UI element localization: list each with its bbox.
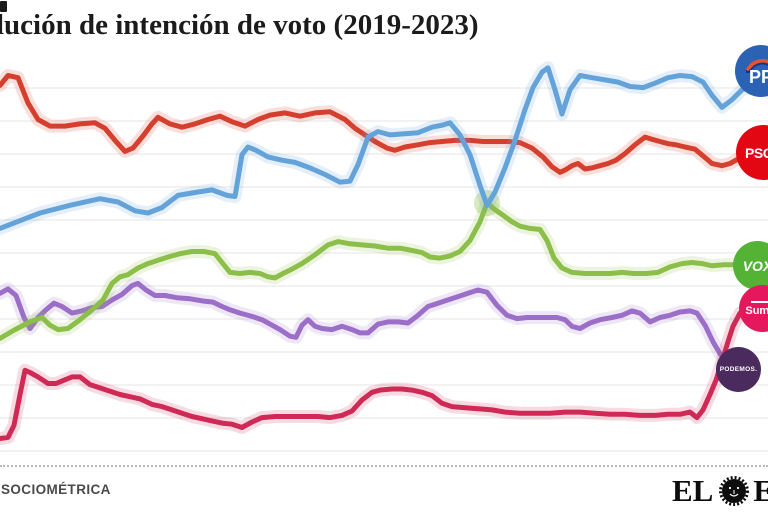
brand-espanol: ESPAÑOL bbox=[753, 473, 768, 508]
pp-line bbox=[0, 65, 755, 231]
pp-badge-label: PP bbox=[748, 66, 768, 87]
sumar-logo-bar bbox=[750, 300, 768, 303]
source-label: SOCIOMÉTRICA bbox=[1, 482, 111, 497]
lion-icon bbox=[719, 476, 750, 506]
title-cut-glyph-fragment bbox=[0, 1, 7, 12]
vox-line bbox=[0, 200, 739, 341]
footer-dotted-separator bbox=[0, 465, 768, 467]
page-title: lución de intención de voto (2019-2023) bbox=[0, 9, 479, 41]
sumar-line bbox=[0, 310, 743, 441]
vox-badge-label: VOX bbox=[742, 257, 768, 274]
brand-el: EL bbox=[672, 473, 714, 508]
sumar-badge-label: Sumar bbox=[745, 304, 768, 317]
el-espanol-logo: EL ESPAÑOL bbox=[672, 473, 768, 509]
pp-bird-icon bbox=[746, 58, 768, 73]
podemos-badge: PODEMOS. bbox=[716, 347, 761, 392]
psoe-badge-label: PSOE bbox=[745, 144, 768, 161]
psoe-line bbox=[0, 73, 753, 175]
podemos-line bbox=[0, 280, 731, 366]
podemos-badge-label: PODEMOS. bbox=[719, 366, 758, 373]
vox-badge: VOX bbox=[733, 241, 768, 290]
